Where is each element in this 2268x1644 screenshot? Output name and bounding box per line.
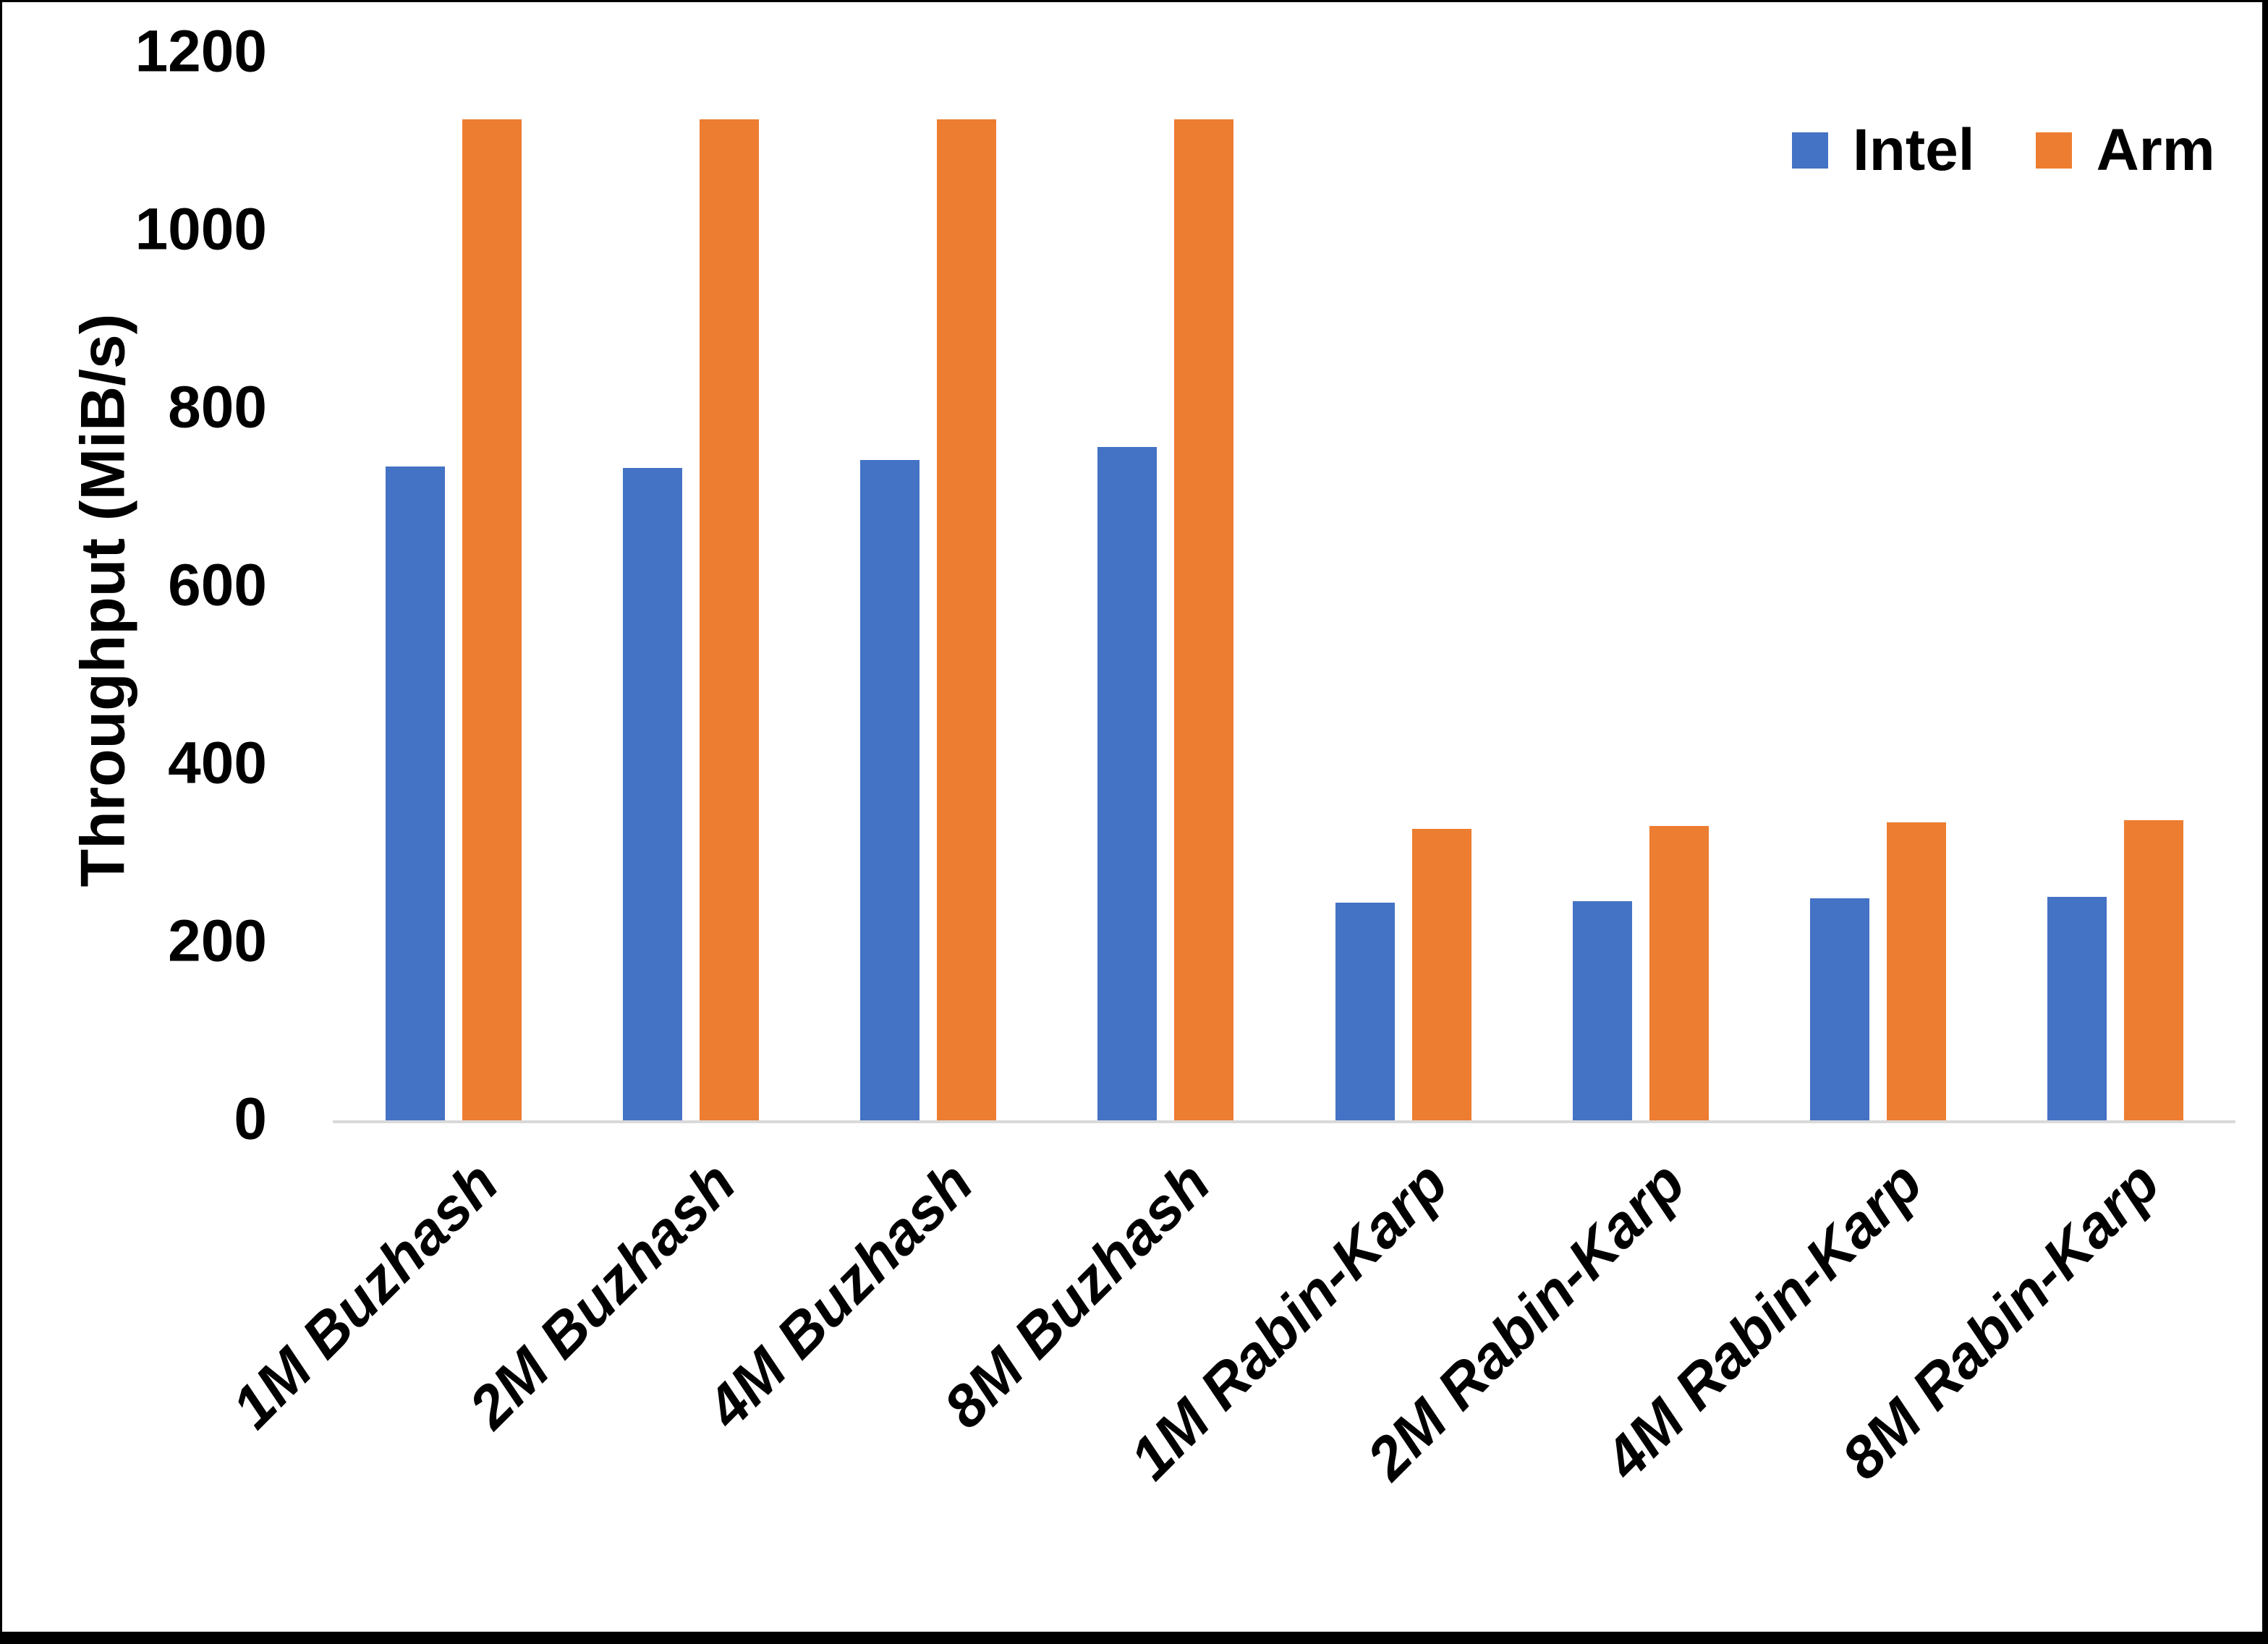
y-tick-label-400: 400 [168, 730, 267, 796]
y-tick-label-1000: 1000 [135, 196, 267, 263]
legend-item-arm: Arm [2035, 116, 2215, 184]
bar-arm-4m-rabin-karp [1886, 822, 1946, 1120]
bar-intel-8m-buzhash [1097, 446, 1158, 1120]
y-tick-label-600: 600 [168, 552, 267, 618]
y-tick-label-1200: 1200 [135, 18, 267, 85]
x-axis-line [333, 1120, 2235, 1123]
bar-intel-4m-rabin-karp [1809, 898, 1869, 1120]
legend: Intel Arm [1792, 116, 2215, 184]
bar-arm-4m-buzhash [937, 119, 997, 1120]
bar-intel-1m-buzhash [386, 466, 446, 1120]
bar-arm-1m-rabin-karp [1411, 828, 1471, 1120]
bar-intel-8m-rabin-karp [2047, 897, 2107, 1120]
bar-arm-2m-buzhash [700, 119, 760, 1120]
intel-legend-swatch-icon [1792, 132, 1828, 169]
arm-legend-swatch-icon [2035, 132, 2072, 169]
y-tick-label-0: 0 [234, 1086, 267, 1152]
bar-arm-8m-rabin-karp [2123, 820, 2183, 1120]
legend-item-intel: Intel [1792, 116, 1975, 184]
bar-arm-8m-buzhash [1174, 119, 1234, 1120]
bar-intel-1m-rabin-karp [1335, 902, 1395, 1120]
bar-intel-2m-rabin-karp [1572, 901, 1632, 1120]
y-tick-label-200: 200 [168, 908, 267, 974]
bar-arm-1m-buzhash [462, 119, 522, 1120]
y-tick-label-800: 800 [168, 374, 267, 440]
bar-arm-2m-rabin-karp [1649, 825, 1709, 1120]
legend-label-arm: Arm [2096, 117, 2215, 183]
bar-intel-4m-buzhash [860, 460, 920, 1120]
legend-label-intel: Intel [1853, 117, 1975, 183]
bar-intel-2m-buzhash [623, 468, 683, 1120]
